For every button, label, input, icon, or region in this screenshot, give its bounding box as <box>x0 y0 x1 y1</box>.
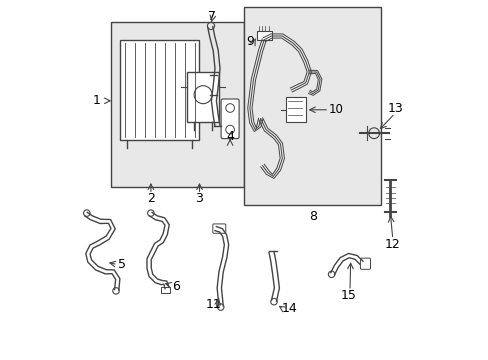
Text: 2: 2 <box>147 192 155 204</box>
Text: 7: 7 <box>208 10 216 23</box>
Text: 6: 6 <box>172 280 180 293</box>
Bar <box>120 40 199 140</box>
Text: 13: 13 <box>387 102 403 114</box>
Text: 1: 1 <box>93 94 101 107</box>
Text: 10: 10 <box>328 103 343 116</box>
Text: 14: 14 <box>281 302 297 315</box>
Bar <box>111 22 244 187</box>
Bar <box>257 31 271 40</box>
Text: 15: 15 <box>340 289 356 302</box>
Bar <box>285 97 305 122</box>
Text: 5: 5 <box>118 258 126 271</box>
Bar <box>244 7 381 205</box>
Text: 11: 11 <box>205 298 222 311</box>
Bar <box>186 72 219 122</box>
FancyBboxPatch shape <box>221 99 239 139</box>
FancyBboxPatch shape <box>212 224 225 233</box>
Bar <box>161 287 170 293</box>
Text: 12: 12 <box>384 238 399 251</box>
Text: 9: 9 <box>245 35 253 48</box>
FancyBboxPatch shape <box>360 258 370 269</box>
Text: 8: 8 <box>308 210 316 222</box>
Text: 3: 3 <box>195 192 203 204</box>
Text: 4: 4 <box>225 130 234 143</box>
